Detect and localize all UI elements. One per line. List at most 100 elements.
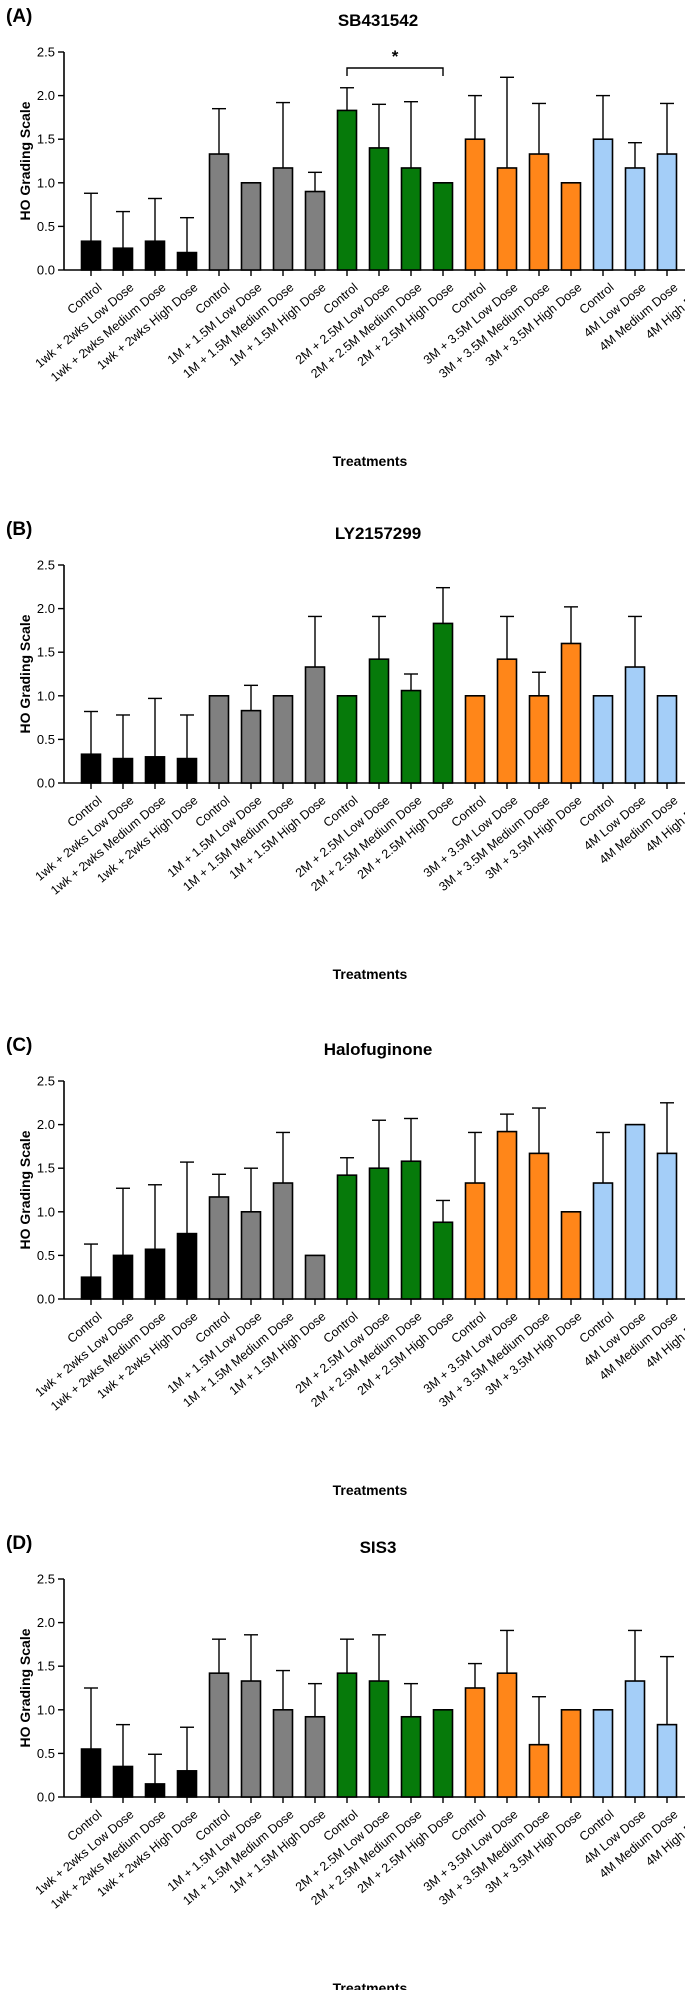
bar: [368, 658, 390, 784]
bar: [528, 1152, 550, 1300]
chart-title: SB431542: [338, 11, 418, 30]
bar: [432, 622, 454, 784]
bar: [144, 1248, 166, 1300]
bar: [112, 1765, 134, 1798]
bar: [560, 642, 582, 784]
bar: [624, 1123, 646, 1300]
y-tick-label: 0.5: [37, 219, 55, 234]
bar: [400, 1715, 422, 1798]
bar: [144, 240, 166, 271]
bar: [656, 695, 678, 784]
y-tick-label: 1.5: [37, 132, 55, 147]
bar: [336, 109, 358, 271]
bar: [80, 1748, 102, 1798]
chart-title: SIS3: [360, 1538, 397, 1557]
y-tick-label: 2.5: [37, 45, 55, 60]
bar: [432, 1709, 454, 1798]
bar: [272, 1709, 294, 1798]
bar: [304, 1715, 326, 1798]
bar: [304, 190, 326, 271]
y-tick-label: 0.0: [37, 1790, 55, 1805]
bar: [304, 1254, 326, 1300]
y-tick-label: 2.0: [37, 88, 55, 103]
bar: [272, 1182, 294, 1300]
significance-bracket: [346, 67, 444, 76]
bar: [368, 147, 390, 271]
y-axis-title: HO Grading Scale: [17, 1130, 33, 1249]
bar: [592, 695, 614, 784]
x-axis-title: Treatments: [333, 1980, 408, 1990]
bar: [176, 251, 198, 271]
panel-label: (A): [6, 6, 32, 27]
bar: [496, 658, 518, 784]
bar: [432, 1221, 454, 1300]
chart-title: LY2157299: [335, 524, 421, 543]
panel-label: (C): [6, 1035, 32, 1056]
y-tick-label: 0.0: [37, 263, 55, 278]
bar: [272, 167, 294, 271]
y-tick-label: 1.0: [37, 688, 55, 703]
bar: [560, 1709, 582, 1798]
significance-star: *: [392, 47, 399, 66]
bar: [560, 1211, 582, 1300]
x-axis-title: Treatments: [333, 1482, 408, 1498]
chart-panel-a: (A) SB431542 HO Grading Scale 0.0 0.5 1.0 1.5 2…: [6, 6, 685, 469]
bar: [592, 1709, 614, 1798]
bar: [496, 167, 518, 271]
bar: [624, 1680, 646, 1798]
bar: [528, 153, 550, 271]
y-axis-title: HO Grading Scale: [17, 1628, 33, 1747]
bar: [144, 756, 166, 784]
y-tick-label: 2.0: [37, 1117, 55, 1132]
bar: [624, 167, 646, 271]
bar: [656, 1723, 678, 1798]
y-tick-label: 0.0: [37, 1292, 55, 1307]
y-axis-title: HO Grading Scale: [17, 101, 33, 220]
bar: [144, 1783, 166, 1798]
bar: [560, 182, 582, 271]
y-tick-label: 2.5: [37, 1074, 55, 1089]
bar: [656, 1152, 678, 1300]
y-tick-label: 2.0: [37, 1615, 55, 1630]
bar: [368, 1167, 390, 1300]
bar: [496, 1130, 518, 1300]
y-axis-title: HO Grading Scale: [17, 614, 33, 733]
bar: [240, 182, 262, 271]
bar: [240, 1211, 262, 1300]
y-tick-label: 0.5: [37, 732, 55, 747]
bar: [400, 1160, 422, 1300]
y-tick-label: 1.5: [37, 1161, 55, 1176]
bar: [80, 240, 102, 271]
bar: [112, 247, 134, 271]
chart-panel-d: (D) SIS3 HO Grading Scale 0.0 0.5 1.0 1.5 2.0 2.…: [6, 1533, 685, 1990]
bar: [272, 695, 294, 784]
bar: [496, 1672, 518, 1798]
bar: [464, 1182, 486, 1300]
y-tick-label: 0.5: [37, 1746, 55, 1761]
y-tick-label: 2.5: [37, 1572, 55, 1587]
bar: [336, 1174, 358, 1300]
x-axis-title: Treatments: [333, 966, 408, 982]
chart-panel-c: (C) Halofuginone HO Grading Scale 0.0 0.5 1.0…: [6, 1035, 685, 1498]
panel-label: (D): [6, 1533, 32, 1554]
x-axis-title: Treatments: [333, 453, 408, 469]
bar: [304, 666, 326, 784]
bar: [208, 153, 230, 271]
bar: [336, 1672, 358, 1798]
bar: [400, 689, 422, 784]
bar: [240, 1680, 262, 1798]
chart-title: Halofuginone: [324, 1040, 433, 1059]
bar: [432, 182, 454, 271]
bar: [368, 1680, 390, 1798]
bar: [656, 153, 678, 271]
y-tick-label: 1.0: [37, 1702, 55, 1717]
bar: [208, 1672, 230, 1798]
bar: [176, 1232, 198, 1300]
bar: [112, 1254, 134, 1300]
bar: [112, 757, 134, 784]
bar: [240, 709, 262, 784]
panel-label: (B): [6, 519, 32, 540]
bar: [592, 1182, 614, 1300]
y-tick-label: 2.0: [37, 601, 55, 616]
